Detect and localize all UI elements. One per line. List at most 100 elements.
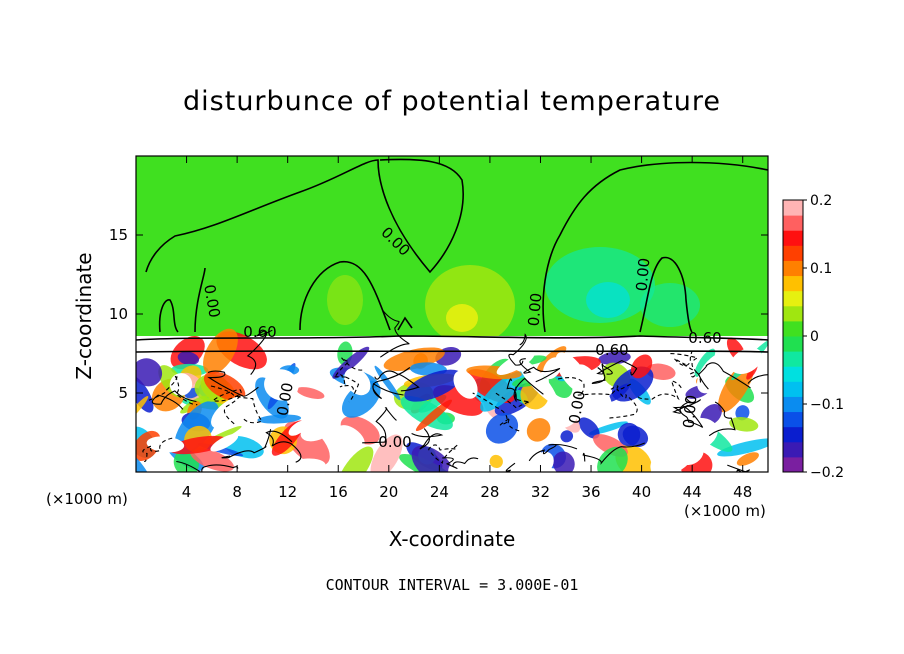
colorbar-swatch bbox=[783, 456, 803, 473]
x-tick-label: 12 bbox=[278, 483, 297, 501]
contour-line bbox=[672, 397, 702, 414]
contour-line bbox=[528, 443, 578, 462]
contour-line bbox=[207, 370, 259, 397]
contour-label: 0.00 bbox=[525, 292, 546, 327]
calm-region bbox=[496, 351, 535, 375]
turbulent-eddy bbox=[177, 351, 200, 366]
turbulent-eddy bbox=[729, 417, 759, 432]
calm-region bbox=[300, 414, 338, 442]
contour-line bbox=[142, 437, 173, 463]
calm-region bbox=[146, 436, 185, 453]
calm-region bbox=[697, 352, 733, 394]
turbulent-eddy bbox=[526, 418, 551, 442]
colorbar-swatch bbox=[783, 411, 803, 428]
turbulent-eddy bbox=[136, 375, 154, 413]
colorbar-swatch bbox=[783, 336, 803, 352]
x-tick-label: 48 bbox=[733, 483, 752, 501]
contour-line bbox=[698, 362, 751, 390]
colorbar-swatch bbox=[783, 230, 803, 246]
contour-line bbox=[176, 460, 239, 472]
calm-region bbox=[264, 369, 299, 401]
x-tick-label: 24 bbox=[430, 483, 449, 501]
colorbar-swatch bbox=[783, 245, 803, 261]
colorbar-swatch bbox=[783, 260, 803, 277]
contour-line bbox=[708, 401, 736, 437]
calm-region bbox=[550, 411, 577, 429]
x-tick-label: 40 bbox=[632, 483, 651, 501]
contour-line bbox=[379, 310, 410, 358]
chart-title: disturbunce of potential temperature bbox=[183, 86, 721, 117]
calm-region bbox=[531, 451, 554, 472]
calm-region bbox=[344, 367, 371, 396]
x-tick-label: 36 bbox=[581, 483, 600, 501]
contour-line bbox=[427, 444, 458, 464]
colorbar-swatch bbox=[783, 426, 803, 443]
colorbar-swatch bbox=[783, 320, 803, 337]
turbulent-eddy bbox=[552, 451, 575, 472]
y-tick-label: 15 bbox=[109, 226, 128, 244]
turbulent-eddy bbox=[136, 451, 153, 472]
calm-region bbox=[337, 425, 365, 449]
plot-area bbox=[136, 156, 768, 472]
contour-label: 0.60 bbox=[595, 341, 628, 359]
turbulent-eddy bbox=[415, 399, 453, 432]
contour-line bbox=[667, 353, 702, 383]
x-tick-label: 44 bbox=[683, 483, 702, 501]
contour-label: 0.00 bbox=[680, 394, 701, 429]
turbulent-eddy bbox=[296, 387, 325, 399]
colorbar-swatch bbox=[783, 381, 803, 397]
calm-region bbox=[730, 347, 763, 375]
turbulent-eddy bbox=[717, 438, 768, 457]
colorbar-swatch bbox=[783, 351, 803, 367]
turbulent-eddy bbox=[578, 417, 600, 439]
turbulent-eddy bbox=[337, 446, 374, 472]
turbulent-eddy bbox=[597, 446, 628, 472]
contour-label: 0.00 bbox=[633, 257, 654, 292]
calm-region bbox=[453, 370, 478, 399]
contour-label: 0.60 bbox=[688, 329, 721, 347]
y-tick-label: 5 bbox=[118, 384, 128, 402]
warm-patch bbox=[425, 265, 515, 345]
contour-line bbox=[747, 374, 768, 384]
turbulent-eddy bbox=[735, 405, 750, 421]
calm-region bbox=[650, 439, 697, 472]
x-tick-label: 32 bbox=[531, 483, 550, 501]
contour-lines bbox=[136, 158, 768, 353]
turbulent-eddy bbox=[694, 348, 716, 377]
calm-region bbox=[211, 396, 250, 429]
contour-line bbox=[339, 373, 360, 403]
x-unit-label: (×1000 m) bbox=[684, 502, 766, 520]
colorbar-swatch bbox=[783, 215, 803, 231]
colorbar-swatch bbox=[783, 396, 803, 413]
contour-line bbox=[265, 430, 302, 463]
contour-label: 0.00 bbox=[565, 389, 589, 425]
contour-line bbox=[557, 377, 619, 396]
turbulent-eddy bbox=[383, 347, 445, 371]
turbulent-eddy bbox=[257, 414, 302, 424]
contour-line bbox=[372, 367, 411, 400]
warm-patch bbox=[327, 275, 363, 325]
contour-line bbox=[596, 359, 638, 376]
turbulent-eddy bbox=[736, 452, 759, 466]
turbulent-eddy bbox=[485, 413, 519, 444]
contour-line bbox=[411, 428, 444, 450]
turbulent-eddy bbox=[404, 369, 463, 402]
colorbar-label: −0.1 bbox=[810, 397, 844, 413]
contour-line bbox=[333, 357, 364, 378]
y-tick-label: 10 bbox=[109, 305, 128, 323]
calm-region bbox=[290, 458, 326, 472]
turbulent-eddy bbox=[411, 445, 455, 472]
calm-region bbox=[555, 352, 590, 394]
contour-line bbox=[727, 464, 751, 472]
turbulent-eddy bbox=[480, 371, 525, 412]
colorbar-label: 0.2 bbox=[810, 193, 832, 209]
contour-line bbox=[508, 333, 527, 366]
contour-label: 0.60 bbox=[243, 323, 276, 341]
calm-region bbox=[288, 420, 308, 436]
contour-line bbox=[606, 383, 638, 419]
colorbar-swatch bbox=[783, 305, 803, 322]
x-tick-label: 28 bbox=[480, 483, 499, 501]
contour-line bbox=[673, 351, 693, 371]
contour-line bbox=[362, 407, 397, 444]
